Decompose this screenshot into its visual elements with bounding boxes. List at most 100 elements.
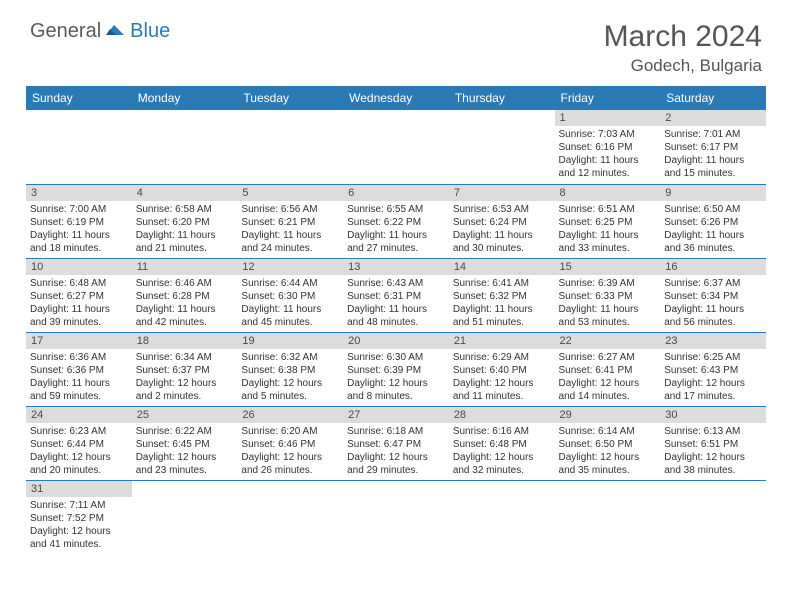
day-line: Sunrise: 6:58 AM: [136, 203, 234, 216]
day-line: and 33 minutes.: [559, 242, 657, 255]
day-line: Daylight: 12 hours: [30, 451, 128, 464]
day-line: Daylight: 11 hours: [136, 303, 234, 316]
day-line: Sunset: 6:27 PM: [30, 290, 128, 303]
day-line: Sunset: 6:31 PM: [347, 290, 445, 303]
header: General Blue March 2024 Godech, Bulgaria: [0, 0, 792, 86]
day-cell: 17Sunrise: 6:36 AMSunset: 6:36 PMDayligh…: [26, 332, 132, 406]
day-line: and 35 minutes.: [559, 464, 657, 477]
day-cell: 15Sunrise: 6:39 AMSunset: 6:33 PMDayligh…: [555, 258, 661, 332]
calendar-body: 1Sunrise: 7:03 AMSunset: 6:16 PMDaylight…: [26, 110, 766, 554]
empty-cell: [237, 480, 343, 554]
day-line: and 29 minutes.: [347, 464, 445, 477]
day-line: Sunset: 6:39 PM: [347, 364, 445, 377]
day-line: Sunset: 6:30 PM: [241, 290, 339, 303]
day-line: Sunrise: 6:50 AM: [664, 203, 762, 216]
weekday-header-row: SundayMondayTuesdayWednesdayThursdayFrid…: [26, 86, 766, 110]
day-line: Daylight: 11 hours: [136, 229, 234, 242]
empty-cell: [132, 110, 238, 184]
day-cell: 1Sunrise: 7:03 AMSunset: 6:16 PMDaylight…: [555, 110, 661, 184]
day-line: and 53 minutes.: [559, 316, 657, 329]
empty-cell: [343, 110, 449, 184]
day-line: Daylight: 12 hours: [453, 451, 551, 464]
day-line: Sunset: 6:21 PM: [241, 216, 339, 229]
day-line: Daylight: 12 hours: [559, 377, 657, 390]
day-line: and 5 minutes.: [241, 390, 339, 403]
day-line: Sunrise: 6:44 AM: [241, 277, 339, 290]
day-line: Sunrise: 6:27 AM: [559, 351, 657, 364]
day-line: Sunset: 6:34 PM: [664, 290, 762, 303]
day-line: Sunset: 7:52 PM: [30, 512, 128, 525]
empty-cell: [449, 110, 555, 184]
day-line: and 45 minutes.: [241, 316, 339, 329]
day-line: and 21 minutes.: [136, 242, 234, 255]
day-number: 2: [660, 110, 766, 126]
day-line: Sunrise: 7:01 AM: [664, 128, 762, 141]
day-line: and 24 minutes.: [241, 242, 339, 255]
day-line: Daylight: 11 hours: [559, 154, 657, 167]
empty-cell: [555, 480, 661, 554]
day-detail: Sunrise: 6:18 AMSunset: 6:47 PMDaylight:…: [343, 423, 449, 480]
day-line: Sunrise: 7:11 AM: [30, 499, 128, 512]
day-line: and 26 minutes.: [241, 464, 339, 477]
week-row: 3Sunrise: 7:00 AMSunset: 6:19 PMDaylight…: [26, 184, 766, 258]
day-number: 11: [132, 259, 238, 275]
day-detail: Sunrise: 6:50 AMSunset: 6:26 PMDaylight:…: [660, 201, 766, 258]
day-number: 8: [555, 185, 661, 201]
day-line: Sunset: 6:20 PM: [136, 216, 234, 229]
day-cell: 6Sunrise: 6:55 AMSunset: 6:22 PMDaylight…: [343, 184, 449, 258]
empty-cell: [132, 480, 238, 554]
day-number: 26: [237, 407, 343, 423]
day-cell: 10Sunrise: 6:48 AMSunset: 6:27 PMDayligh…: [26, 258, 132, 332]
day-line: Sunrise: 6:16 AM: [453, 425, 551, 438]
day-line: and 17 minutes.: [664, 390, 762, 403]
weekday-header: Tuesday: [237, 86, 343, 110]
day-detail: Sunrise: 6:44 AMSunset: 6:30 PMDaylight:…: [237, 275, 343, 332]
day-line: Daylight: 11 hours: [30, 377, 128, 390]
day-line: Sunrise: 6:55 AM: [347, 203, 445, 216]
day-line: Sunrise: 6:20 AM: [241, 425, 339, 438]
day-detail: Sunrise: 6:22 AMSunset: 6:45 PMDaylight:…: [132, 423, 238, 480]
day-line: and 36 minutes.: [664, 242, 762, 255]
day-line: and 15 minutes.: [664, 167, 762, 180]
day-number: 28: [449, 407, 555, 423]
day-line: Daylight: 11 hours: [30, 303, 128, 316]
day-line: Sunset: 6:51 PM: [664, 438, 762, 451]
day-line: Daylight: 11 hours: [664, 154, 762, 167]
day-detail: Sunrise: 7:00 AMSunset: 6:19 PMDaylight:…: [26, 201, 132, 258]
day-line: Daylight: 12 hours: [664, 451, 762, 464]
day-line: Daylight: 11 hours: [347, 229, 445, 242]
day-line: and 2 minutes.: [136, 390, 234, 403]
day-cell: 23Sunrise: 6:25 AMSunset: 6:43 PMDayligh…: [660, 332, 766, 406]
day-cell: 14Sunrise: 6:41 AMSunset: 6:32 PMDayligh…: [449, 258, 555, 332]
day-line: and 56 minutes.: [664, 316, 762, 329]
brand-part1: General: [30, 20, 101, 43]
day-cell: 24Sunrise: 6:23 AMSunset: 6:44 PMDayligh…: [26, 406, 132, 480]
day-detail: Sunrise: 6:41 AMSunset: 6:32 PMDaylight:…: [449, 275, 555, 332]
weekday-header: Sunday: [26, 86, 132, 110]
month-title: March 2024: [604, 20, 762, 54]
day-detail: Sunrise: 6:55 AMSunset: 6:22 PMDaylight:…: [343, 201, 449, 258]
day-line: and 41 minutes.: [30, 538, 128, 551]
day-line: Daylight: 11 hours: [453, 229, 551, 242]
day-cell: 7Sunrise: 6:53 AMSunset: 6:24 PMDaylight…: [449, 184, 555, 258]
day-cell: 28Sunrise: 6:16 AMSunset: 6:48 PMDayligh…: [449, 406, 555, 480]
day-line: and 39 minutes.: [30, 316, 128, 329]
day-line: Daylight: 12 hours: [559, 451, 657, 464]
day-line: Sunrise: 6:23 AM: [30, 425, 128, 438]
day-line: Daylight: 11 hours: [347, 303, 445, 316]
day-line: and 30 minutes.: [453, 242, 551, 255]
day-line: and 32 minutes.: [453, 464, 551, 477]
day-cell: 19Sunrise: 6:32 AMSunset: 6:38 PMDayligh…: [237, 332, 343, 406]
day-line: and 8 minutes.: [347, 390, 445, 403]
day-line: Sunset: 6:36 PM: [30, 364, 128, 377]
day-number: 15: [555, 259, 661, 275]
day-line: Sunrise: 6:18 AM: [347, 425, 445, 438]
day-line: and 38 minutes.: [664, 464, 762, 477]
day-detail: Sunrise: 6:32 AMSunset: 6:38 PMDaylight:…: [237, 349, 343, 406]
day-number: 3: [26, 185, 132, 201]
day-line: Sunrise: 6:48 AM: [30, 277, 128, 290]
day-line: Sunrise: 6:29 AM: [453, 351, 551, 364]
day-number: 14: [449, 259, 555, 275]
day-detail: Sunrise: 6:27 AMSunset: 6:41 PMDaylight:…: [555, 349, 661, 406]
day-line: Sunset: 6:40 PM: [453, 364, 551, 377]
